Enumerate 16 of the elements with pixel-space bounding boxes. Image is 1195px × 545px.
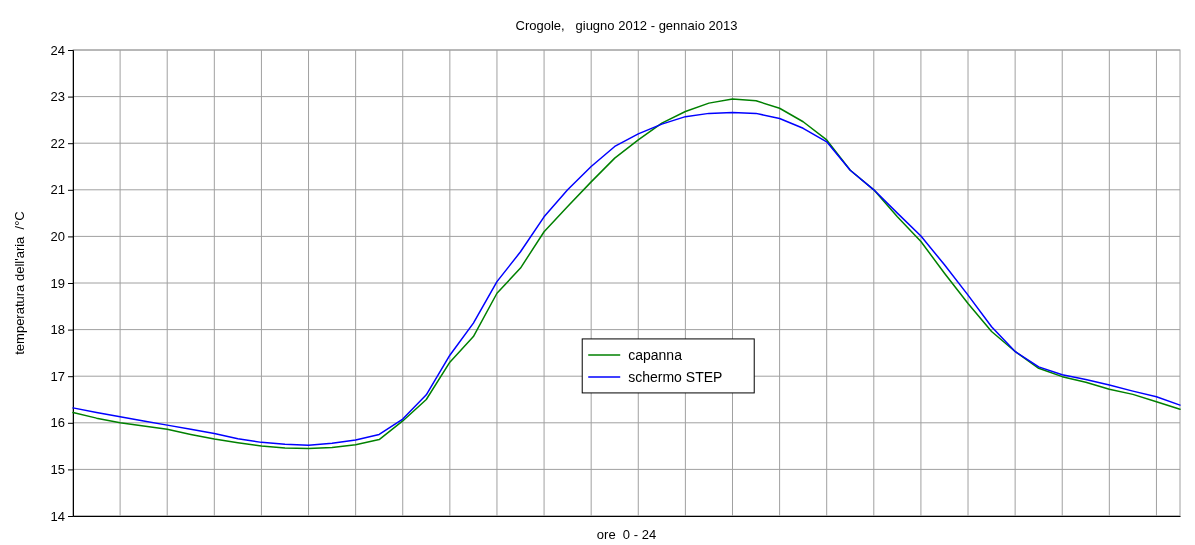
y-tick-label: 17	[50, 368, 65, 384]
legend-label: capanna	[628, 346, 683, 363]
y-tick-label: 19	[50, 275, 65, 291]
y-tick-label: 20	[50, 229, 65, 245]
y-tick-label: 14	[50, 508, 65, 524]
y-tick-label: 21	[50, 182, 65, 198]
y-tick-label: 22	[50, 135, 65, 151]
legend-label: schermo STEP	[628, 368, 723, 385]
x-axis-title: ore 0 - 24	[596, 527, 657, 542]
y-axis-title: temperatura dell'aria /°C	[12, 211, 27, 355]
y-tick-label: 23	[50, 89, 65, 105]
y-tick-label: 16	[50, 415, 65, 431]
chart-title: Crogole, giugno 2012 - gennaio 2013	[515, 18, 738, 33]
y-tick-label: 15	[50, 462, 65, 478]
y-tick-label: 18	[50, 322, 65, 338]
y-tick-label: 24	[50, 42, 65, 58]
